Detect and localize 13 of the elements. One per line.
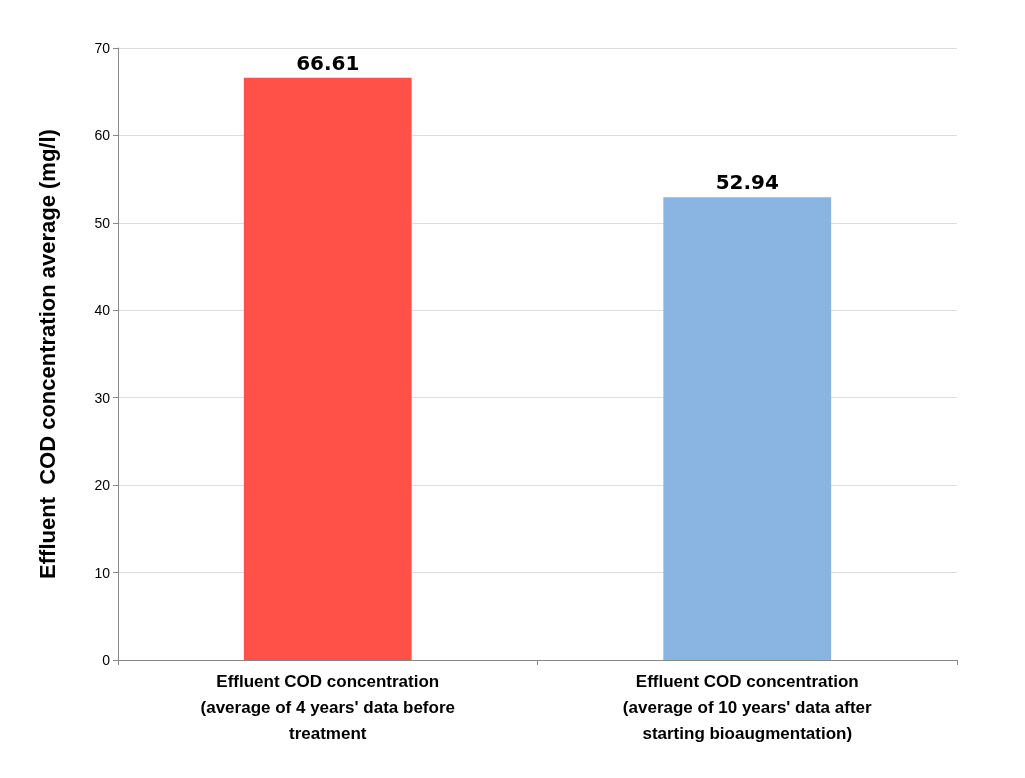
- y-tick-label: 50: [94, 214, 111, 231]
- y-tick-label: 0: [102, 652, 111, 668]
- y-tick-label: 10: [94, 564, 111, 581]
- data-label: 52.94: [715, 170, 779, 195]
- y-tick-label: 60: [94, 127, 111, 144]
- y-tick-label: 40: [94, 302, 111, 319]
- y-axis-title: Effluent COD concentration average (mg/l): [34, 129, 60, 579]
- y-tick-label: 20: [94, 477, 111, 494]
- y-tick-label: 30: [94, 389, 111, 406]
- x-tick-label: Effluent COD concentration (average of 10 years' data after starting bioaugmentation): [622, 671, 873, 743]
- data-label: 66.61: [296, 50, 360, 75]
- x-tick-label: Effluent COD concentration (average of 4 years' data before treatment: [200, 671, 455, 743]
- y-tick-label: 70: [94, 40, 111, 56]
